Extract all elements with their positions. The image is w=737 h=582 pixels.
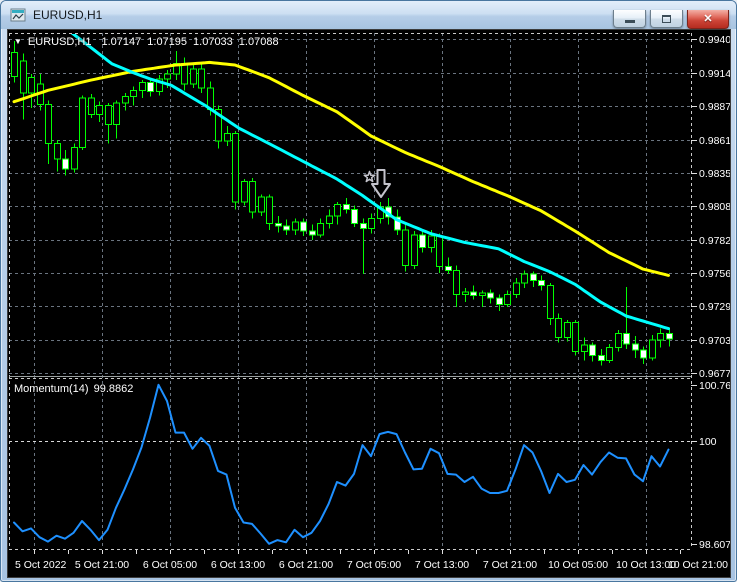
svg-text:0.97560: 0.97560	[699, 268, 730, 280]
ohlc-header: ▼ EURUSD,H1 1.07147 1.07195 1.07033 1.07088	[14, 36, 285, 48]
window-title: EURUSD,H1	[33, 8, 103, 22]
svg-text:0.97030: 0.97030	[699, 335, 730, 347]
svg-text:98.6075: 98.6075	[699, 539, 730, 551]
candlestick-series	[11, 40, 673, 366]
momentum-name: Momentum(14)	[14, 383, 89, 395]
svg-text:6 Oct 05:00: 6 Oct 05:00	[143, 559, 197, 571]
svg-text:100: 100	[699, 436, 717, 448]
momentum-value: 99.8862	[93, 383, 134, 395]
ma-fast-line	[70, 34, 670, 331]
svg-text:10 Oct 21:00: 10 Oct 21:00	[668, 559, 728, 571]
svg-text:0.96770: 0.96770	[699, 368, 730, 380]
svg-text:0.98875: 0.98875	[699, 101, 730, 113]
svg-text:0.97295: 0.97295	[699, 301, 730, 313]
svg-text:10 Oct 13:00: 10 Oct 13:00	[616, 559, 676, 571]
time-axis[interactable]: 5 Oct 2022 5 Oct 21:00 6 Oct 05:00 6 Oct 13…	[15, 550, 728, 571]
panel-frame	[9, 33, 692, 550]
svg-text:10 Oct 05:00: 10 Oct 05:00	[548, 559, 608, 571]
ohlc-symbol: EURUSD,H1	[27, 36, 92, 48]
svg-text:0.99140: 0.99140	[699, 68, 730, 80]
momentum-label: Momentum(14) 99.8862	[14, 383, 133, 395]
sell-arrow-annotation[interactable]	[363, 169, 391, 198]
svg-text:6 Oct 21:00: 6 Oct 21:00	[279, 559, 333, 571]
momentum-scale[interactable]: 100.7669 100 98.6075	[691, 380, 730, 551]
minimize-button[interactable]	[613, 10, 646, 28]
restore-icon	[662, 14, 671, 23]
svg-text:7 Oct 13:00: 7 Oct 13:00	[415, 559, 469, 571]
svg-text:0.99405: 0.99405	[699, 34, 730, 46]
symbol-dropdown-icon[interactable]: ▼	[14, 37, 22, 46]
svg-text:0.98085: 0.98085	[699, 201, 730, 213]
price-axis[interactable]: 0.99405 0.99140 0.98875 0.98610 0.98350 0.980…	[691, 34, 730, 380]
chart-window-icon	[10, 7, 26, 23]
restore-button[interactable]	[650, 10, 683, 28]
svg-text:100.7669: 100.7669	[699, 380, 730, 392]
ohlc-low: 1.07033	[193, 36, 233, 48]
svg-text:7 Oct 21:00: 7 Oct 21:00	[483, 559, 537, 571]
minimize-icon	[624, 20, 635, 23]
grid	[9, 33, 691, 549]
chart-client-area: 0.99405 0.99140 0.98875 0.98610 0.98350 0.980…	[7, 29, 731, 578]
ohlc-open: 1.07147	[101, 36, 142, 48]
momentum-line	[13, 383, 670, 545]
chart-canvas[interactable]: 0.99405 0.99140 0.98875 0.98610 0.98350 0.980…	[8, 30, 730, 577]
close-button[interactable]: ✕	[687, 10, 729, 29]
svg-text:5 Oct 2022: 5 Oct 2022	[15, 559, 67, 571]
svg-text:7 Oct 05:00: 7 Oct 05:00	[347, 559, 401, 571]
svg-text:0.98350: 0.98350	[699, 168, 730, 180]
title-bar[interactable]: EURUSD,H1 ✕	[1, 1, 736, 29]
svg-text:0.98610: 0.98610	[699, 135, 730, 147]
svg-text:5 Oct 21:00: 5 Oct 21:00	[75, 559, 129, 571]
ohlc-close: 1.07088	[238, 36, 279, 48]
svg-text:6 Oct 13:00: 6 Oct 13:00	[211, 559, 265, 571]
ohlc-high: 1.07195	[147, 36, 188, 48]
ma-slow-line	[12, 60, 670, 277]
close-icon: ✕	[703, 12, 713, 25]
window-controls: ✕	[613, 10, 729, 29]
svg-text:0.97820: 0.97820	[699, 235, 730, 247]
